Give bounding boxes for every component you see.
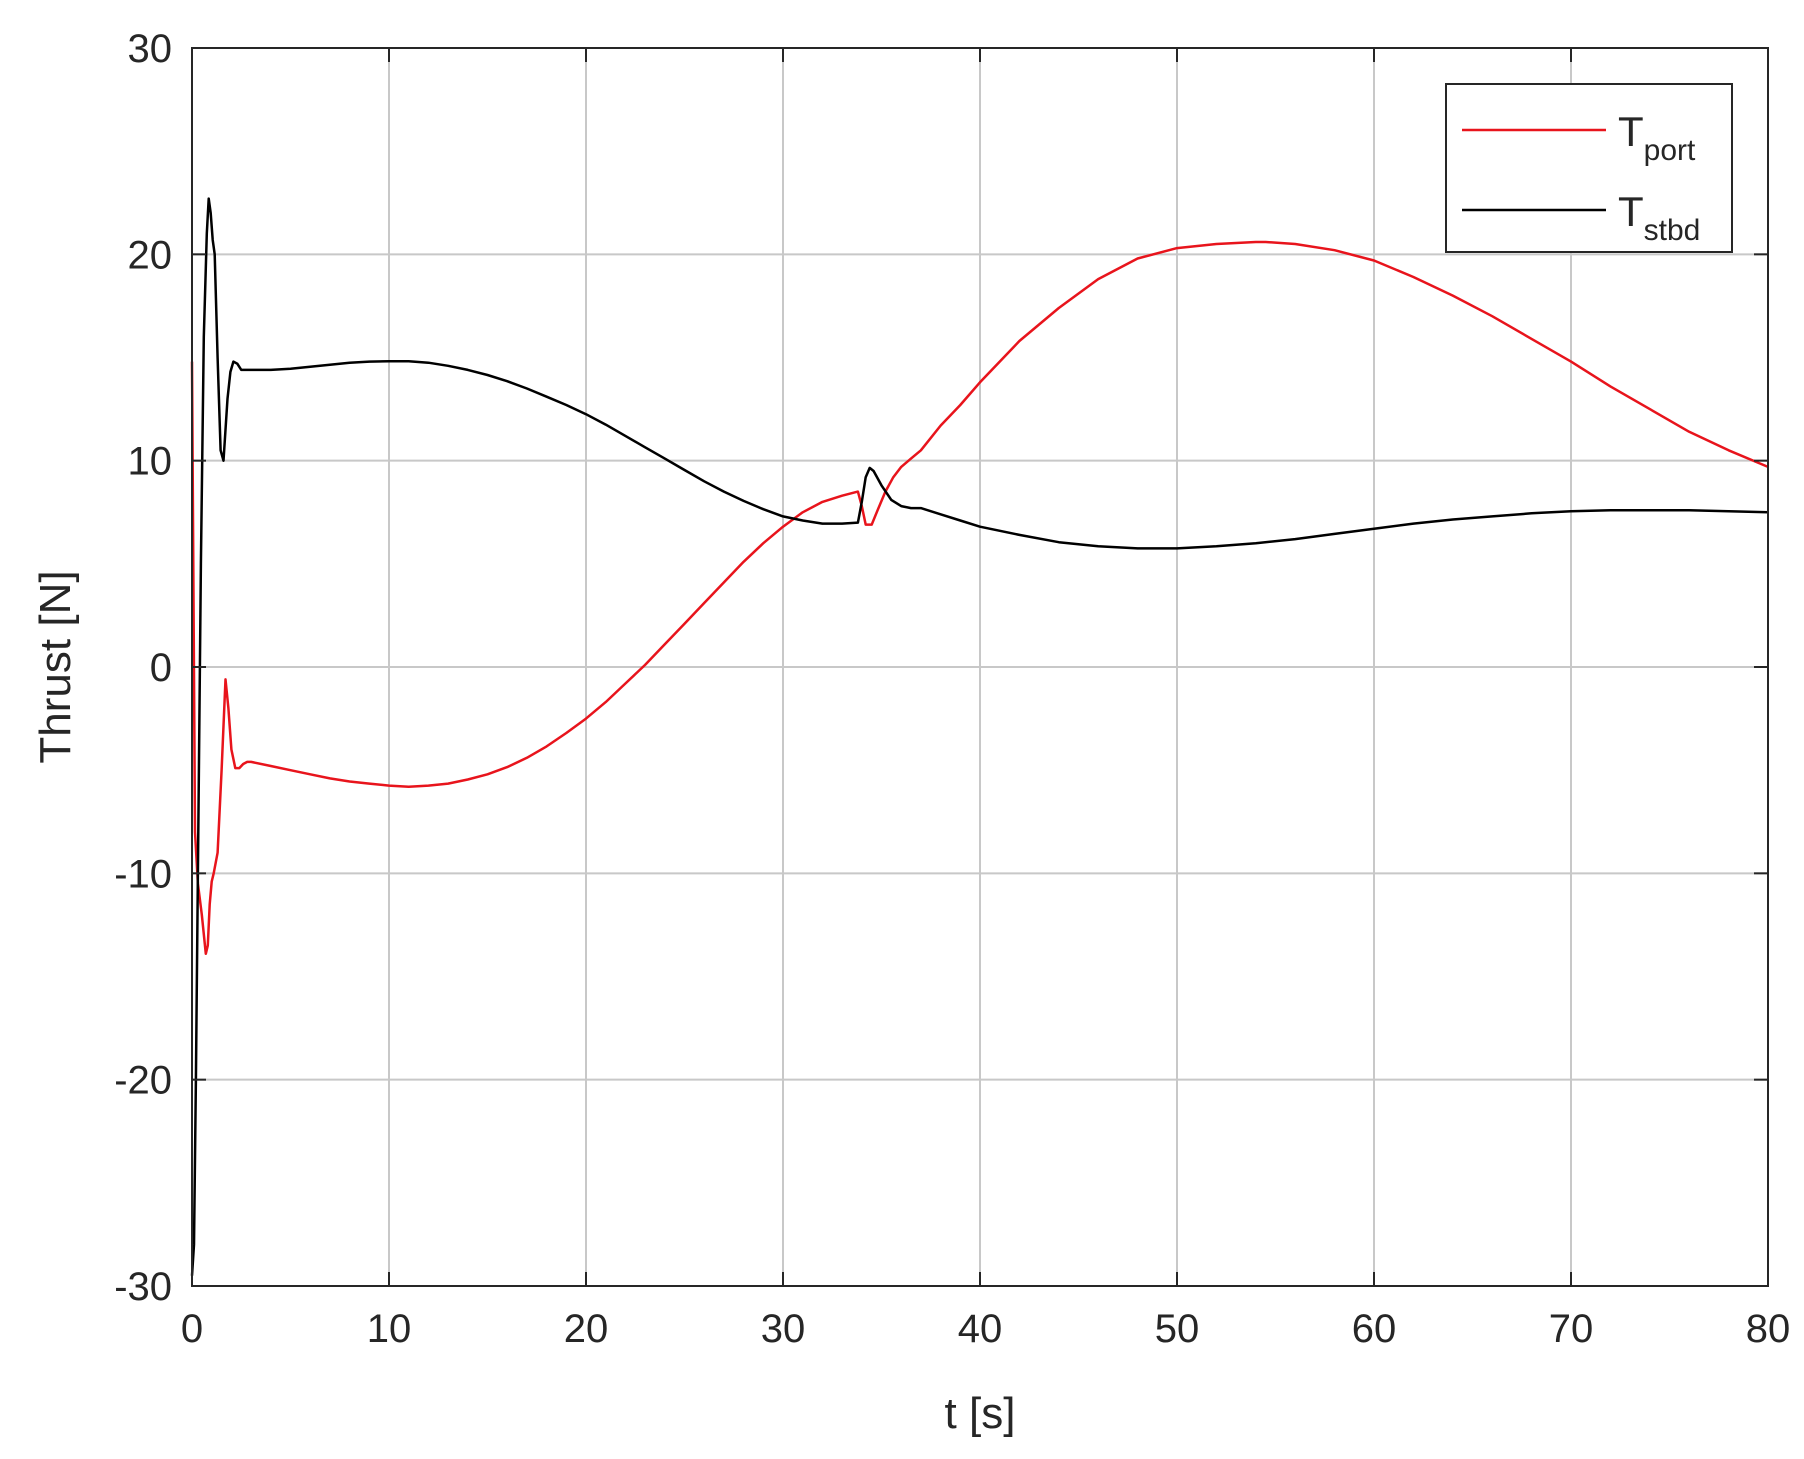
legend-subscript-stbd: stbd bbox=[1644, 214, 1701, 247]
tick-labels: 0 10 20 30 40 50 60 70 80 -30 -20 -10 0 10 20 30 bbox=[114, 27, 1790, 1351]
x-tick-label: 0 bbox=[181, 1307, 203, 1351]
y-tick-label: 0 bbox=[150, 646, 172, 690]
series-layer bbox=[190, 197, 1769, 1276]
x-tick-label: 50 bbox=[1155, 1307, 1200, 1351]
y-tick-label: 10 bbox=[128, 440, 173, 484]
legend-subscript-port: port bbox=[1644, 134, 1696, 167]
series-line-port bbox=[190, 240, 1769, 956]
y-axis-label: Thrust [N] bbox=[31, 570, 80, 763]
y-tick-label: -10 bbox=[114, 852, 172, 896]
x-tick-label: 80 bbox=[1746, 1307, 1791, 1351]
x-tick-label: 30 bbox=[761, 1307, 806, 1351]
x-tick-label: 20 bbox=[564, 1307, 609, 1351]
series-line-stbd bbox=[190, 197, 1769, 1276]
y-tick-label: -20 bbox=[114, 1059, 172, 1103]
x-tick-label: 70 bbox=[1549, 1307, 1594, 1351]
x-axis-label: t [s] bbox=[945, 1389, 1016, 1438]
x-tick-label: 10 bbox=[367, 1307, 412, 1351]
ticks bbox=[191, 47, 1769, 1287]
x-tick-label: 40 bbox=[958, 1307, 1003, 1351]
y-tick-label: -30 bbox=[114, 1265, 172, 1309]
y-tick-label: 20 bbox=[128, 233, 173, 277]
x-tick-label: 60 bbox=[1352, 1307, 1397, 1351]
y-tick-label: 30 bbox=[128, 27, 173, 71]
legend-box bbox=[1445, 83, 1733, 253]
